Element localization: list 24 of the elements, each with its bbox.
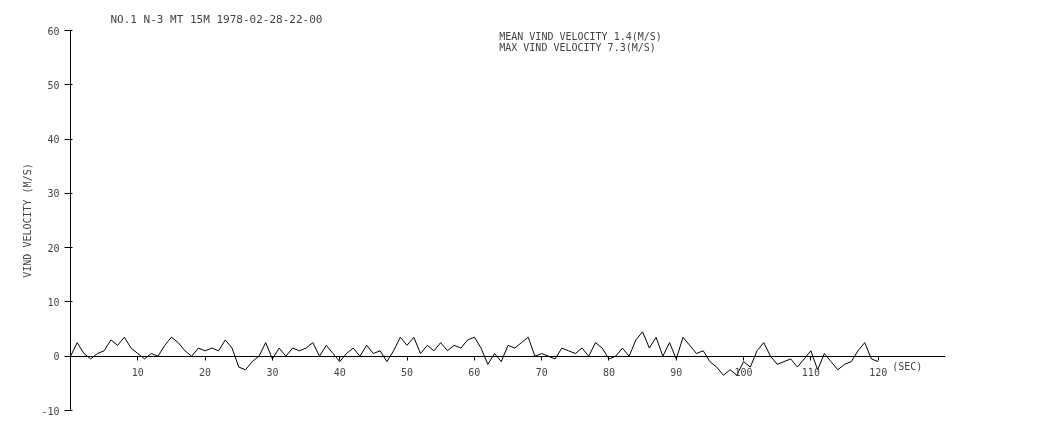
- chart-title: NO.1 N-3 MT 15M 1978-02-28-22-00: [110, 12, 323, 26]
- x-tick-label: 10: [131, 367, 144, 379]
- y-tick-label: 10: [47, 296, 60, 308]
- y-tick-label: 40: [47, 134, 60, 146]
- x-tick-label: 70: [535, 367, 548, 379]
- x-tick-label: 40: [333, 367, 346, 379]
- y-tick-label: 60: [47, 25, 60, 37]
- y-tick-label: 30: [47, 188, 60, 200]
- x-tick-label: 50: [401, 367, 414, 379]
- x-tick-label: 20: [199, 367, 212, 379]
- y-tick-label: -10: [41, 405, 60, 417]
- x-tick-label: 120: [869, 367, 888, 379]
- y-tick-label: 50: [47, 79, 60, 91]
- annotation: MEAN VIND VELOCITY 1.4(M/S): [499, 30, 662, 42]
- x-tick-label: 30: [266, 367, 279, 379]
- x-tick-label: 90: [670, 367, 683, 379]
- x-tick-label: 60: [468, 367, 481, 379]
- y-tick-label: 0: [53, 351, 60, 363]
- y-tick-label: 20: [47, 242, 60, 254]
- x-axis-title: (SEC): [892, 361, 923, 373]
- x-tick-label: 80: [602, 367, 615, 379]
- y-axis-title: VIND VELOCITY (M/S): [22, 163, 34, 278]
- x-tick-label: 110: [801, 367, 820, 379]
- annotation: MAX VIND VELOCITY 7.3(M/S): [499, 41, 656, 53]
